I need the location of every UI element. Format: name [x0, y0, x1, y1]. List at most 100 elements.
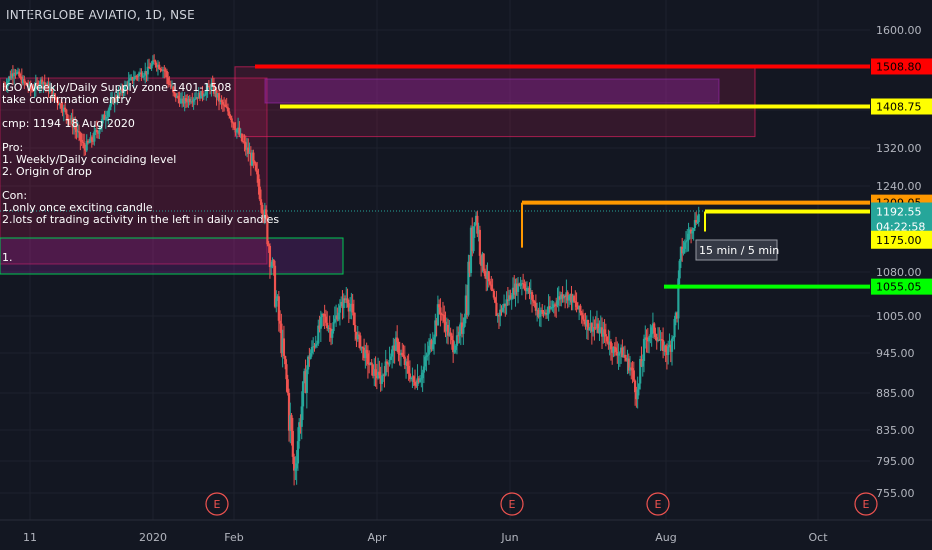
earnings-marker[interactable]: E: [854, 492, 878, 516]
candle-body: [183, 98, 186, 104]
candle-body: [119, 88, 123, 93]
time-axis[interactable]: 11 2020 Feb Apr Jun Aug Oct: [0, 519, 932, 544]
candle-body: [477, 229, 480, 234]
candle-body: [253, 161, 256, 164]
candle-body: [265, 209, 268, 216]
timeframe-label[interactable]: 15 min / 5 min: [695, 239, 779, 261]
candle-body: [163, 69, 166, 71]
candle-body: [569, 294, 572, 296]
candle-body: [158, 64, 161, 69]
candle-body: [494, 297, 497, 303]
earnings-marker-circle[interactable]: [854, 492, 878, 516]
candle-body: [513, 287, 516, 295]
price-tag-bg[interactable]: [871, 278, 932, 295]
candle-body: [142, 75, 146, 77]
candle-body: [300, 406, 303, 427]
candle-body: [238, 127, 241, 136]
candle-body: [240, 133, 244, 142]
candle-body: [248, 152, 251, 154]
earnings-marker-label[interactable]: E: [863, 498, 870, 511]
earnings-marker[interactable]: E: [500, 492, 524, 516]
earnings-marker-label[interactable]: E: [655, 498, 662, 511]
candle-body: [682, 248, 685, 254]
candle-body: [598, 328, 601, 333]
candle-body: [665, 351, 669, 355]
earnings-marker-circle[interactable]: [646, 492, 670, 516]
candle-body: [544, 312, 548, 315]
candle-body: [660, 339, 663, 341]
candle-body: [329, 328, 333, 338]
candle-body: [80, 139, 83, 142]
candle-body: [290, 415, 293, 431]
candle-body: [7, 76, 11, 81]
candle-body: [346, 298, 349, 304]
candle-body: [696, 221, 699, 223]
candle-body: [172, 86, 175, 93]
candle-body: [85, 141, 88, 151]
axis-badge-label[interactable]: 1192.55: [876, 206, 922, 219]
candle-body: [308, 356, 311, 359]
axis-badge-bg[interactable]: [871, 202, 932, 221]
earnings-marker[interactable]: E: [205, 492, 229, 516]
candle-body: [32, 90, 35, 92]
candle-body: [322, 314, 325, 316]
candle-body: [167, 77, 170, 84]
candle-body: [449, 332, 452, 336]
candle-body: [212, 83, 216, 94]
candle-body: [480, 255, 483, 266]
note-line: cmp: 1194 18 Aug 2020: [2, 118, 135, 130]
candle-body: [360, 346, 363, 349]
candle-body: [529, 292, 532, 295]
candle-body: [388, 359, 391, 365]
candle-body: [590, 323, 593, 332]
axis-badge-label[interactable]: 1175.00: [876, 234, 922, 247]
candle-body: [617, 353, 620, 356]
price-axis[interactable]: 755.00 795.00 835.00 885.00 945.00 1005.00 108…: [871, 24, 932, 500]
candle-body: [639, 359, 642, 384]
candle-body: [691, 231, 694, 234]
candle-body: [42, 82, 45, 85]
price-tag-label[interactable]: 1055.05: [876, 281, 922, 294]
price-tag-bg[interactable]: [871, 58, 932, 75]
candle-body: [21, 79, 25, 84]
candle-body: [357, 334, 361, 336]
candle-body: [71, 118, 74, 128]
candle-body: [473, 222, 476, 227]
candle-body: [597, 323, 600, 333]
earnings-marker-label[interactable]: E: [214, 498, 221, 511]
candle-body: [60, 103, 63, 109]
candle-body: [635, 392, 638, 400]
candle-body: [586, 320, 590, 331]
price-tag-bg[interactable]: [871, 98, 932, 115]
candle-body: [508, 295, 511, 301]
candle-body: [211, 83, 214, 85]
candle-body: [374, 369, 377, 376]
candle-body: [522, 283, 525, 285]
candle-body: [155, 64, 158, 68]
price-tag-label[interactable]: 1508.80: [876, 60, 922, 73]
candle-body: [373, 369, 376, 376]
earnings-marker-circle[interactable]: [500, 492, 524, 516]
candle-body: [70, 118, 73, 121]
candle-body: [403, 356, 406, 366]
x-tick-label: Oct: [808, 531, 828, 544]
candle-body: [90, 137, 93, 141]
earnings-marker-circle[interactable]: [205, 492, 229, 516]
candle-body: [14, 72, 17, 74]
candle-body: [25, 83, 29, 86]
candle-body: [35, 82, 39, 84]
axis-badge-label[interactable]: 04:22:58: [876, 220, 925, 233]
axis-badge-bg[interactable]: [871, 230, 932, 249]
earnings-marker-label[interactable]: E: [509, 498, 516, 511]
note-line: 2. Origin of drop: [2, 166, 92, 178]
candle-body: [592, 327, 595, 332]
price-levels[interactable]: 15 min / 5 min: [255, 64, 870, 289]
candle-body: [164, 70, 167, 72]
earnings-marker[interactable]: E: [646, 492, 670, 516]
candle-body: [305, 369, 308, 393]
candle-body: [231, 122, 235, 124]
price-tag-label[interactable]: 1408.75: [876, 101, 922, 114]
candle-body: [407, 365, 410, 374]
